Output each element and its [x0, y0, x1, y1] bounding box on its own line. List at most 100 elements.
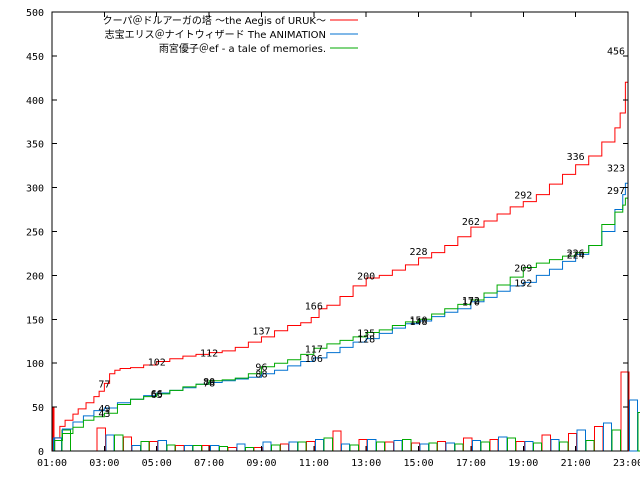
y-tick-label: 50 — [32, 403, 44, 414]
hourly-bar-series-3 — [454, 443, 464, 452]
y-tick-label: 100 — [26, 359, 44, 370]
hourly-bar-series-3 — [218, 446, 229, 452]
x-axis-ticks: 01:00 03:00 05:00 07:00 09:00 11:00 13:00 15:00… — [37, 12, 640, 469]
y-tick-label: 300 — [26, 184, 44, 195]
hourly-bar-series-3 — [245, 446, 255, 452]
hourly-bar-series-2 — [131, 445, 141, 452]
data-label-series-3: 135 — [357, 328, 375, 339]
x-tick-label: 17:00 — [456, 458, 486, 469]
hourly-bar-series-3 — [271, 444, 281, 452]
y-tick-label: 150 — [26, 315, 44, 326]
y-tick-label: 450 — [26, 52, 44, 63]
hourly-bar-series-2 — [367, 439, 377, 452]
y-tick-label: 250 — [26, 228, 44, 239]
y-tick-label: 200 — [26, 271, 44, 282]
y-tick-label: 500 — [26, 8, 44, 19]
hourly-bar-series-2 — [105, 434, 115, 452]
data-label-series-3: 172 — [462, 296, 480, 307]
data-label-series-2: 78 — [203, 379, 215, 390]
x-tick-label: 01:00 — [37, 458, 67, 469]
hourly-bar-series-1 — [122, 436, 133, 452]
x-tick-label: 11:00 — [299, 458, 329, 469]
hourly-bars — [52, 371, 640, 452]
plot-border — [51, 11, 629, 452]
data-labels: 77 102 112 137 166 200 228 262 292 336 456 49 66 78 88… — [98, 47, 625, 421]
hourly-bar-series-2 — [393, 439, 403, 452]
data-label-series-3: 96 — [255, 363, 267, 374]
hourly-bar-series-3 — [506, 437, 517, 452]
x-tick-label: 21:00 — [561, 458, 591, 469]
y-tick-label: 0 — [38, 447, 44, 458]
hourly-bar-series-2 — [498, 436, 508, 452]
y-tick-label: 350 — [26, 140, 44, 151]
hourly-bar-series-2 — [550, 439, 560, 452]
data-label-series-2: 224 — [567, 250, 585, 261]
data-label-series-1: 456 — [607, 47, 625, 58]
y-tick-label: 400 — [26, 96, 44, 107]
legend-entry-label: クーパ＠ドルアーガの塔 ～the Aegis of URUK～ — [103, 14, 326, 27]
data-label-series-3: 150 — [410, 315, 428, 326]
hourly-bar-series-3 — [559, 441, 569, 452]
data-label-series-2: 323 — [607, 163, 625, 174]
data-label-series-1: 166 — [305, 301, 323, 312]
hourly-bar-series-2 — [524, 440, 534, 452]
hourly-bar-series-3 — [140, 440, 150, 452]
hourly-bar-series-2 — [236, 443, 246, 452]
data-label-series-1: 228 — [410, 247, 428, 258]
data-label-series-3: 226 — [567, 249, 585, 260]
data-label-series-2: 148 — [410, 317, 428, 328]
data-label-series-1: 112 — [200, 349, 218, 360]
hourly-bar-series-3 — [611, 429, 621, 452]
data-label-series-2: 49 — [98, 404, 110, 415]
hourly-bar-series-1 — [175, 445, 185, 452]
hourly-bar-series-3 — [349, 444, 359, 452]
hourly-bar-series-1 — [541, 434, 551, 452]
hourly-bar-series-3 — [192, 445, 202, 452]
hourly-bar-series-2 — [471, 439, 482, 452]
hourly-bar-series-3 — [297, 441, 307, 452]
hourly-bar-series-3 — [480, 441, 490, 452]
hourly-bar-series-3 — [585, 439, 595, 452]
cumulative-line-series-3 — [52, 190, 629, 452]
x-tick-label: 09:00 — [246, 458, 276, 469]
y-axis-ticks: 0 50 100 150 200 250 300 350 400 450 500 — [26, 8, 628, 458]
hourly-bar-series-2 — [157, 439, 167, 452]
x-tick-label: 19:00 — [508, 458, 538, 469]
hourly-bar-series-3 — [637, 411, 640, 452]
hourly-bar-series-2 — [288, 441, 298, 452]
legend: クーパ＠ドルアーガの塔 ～the Aegis of URUK～志宝エリス＠ナイト… — [103, 14, 358, 55]
hourly-bar-series-2 — [419, 443, 429, 452]
hourly-bar-series-1 — [594, 425, 604, 452]
data-label-series-3: 297 — [607, 186, 625, 197]
x-tick-label: 23:00 — [613, 458, 640, 469]
x-tick-label: 07:00 — [194, 458, 224, 469]
hourly-bar-series-2 — [602, 422, 613, 452]
data-label-series-2: 128 — [357, 335, 375, 346]
data-label-series-1: 77 — [98, 379, 110, 390]
hourly-bar-series-2 — [183, 445, 194, 452]
hourly-bar-series-1 — [332, 430, 342, 452]
hourly-bar-series-3 — [166, 444, 176, 452]
cumulative-line-series-2 — [52, 167, 629, 452]
data-label-series-1: 336 — [567, 152, 585, 163]
legend-entry-label: 志宝エリス＠ナイトウィザード The ANIMATION — [105, 28, 326, 41]
hourly-bar-series-2 — [210, 445, 220, 452]
data-label-series-2: 66 — [151, 389, 163, 400]
hourly-bar-series-2 — [314, 439, 325, 452]
hourly-bar-series-3 — [402, 439, 412, 452]
x-tick-label: 03:00 — [89, 458, 119, 469]
hourly-bar-series-1 — [384, 441, 394, 452]
hourly-bar-series-1 — [227, 446, 237, 452]
data-label-series-1: 200 — [357, 271, 375, 282]
hourly-bar-series-2 — [262, 441, 272, 452]
data-label-series-3: 209 — [514, 263, 532, 274]
data-label-series-2: 170 — [462, 298, 480, 309]
data-label-series-3: 117 — [305, 344, 323, 355]
hourly-bar-series-3 — [428, 442, 438, 452]
data-label-series-2: 192 — [514, 278, 532, 289]
x-tick-label: 05:00 — [142, 458, 172, 469]
data-label-series-3: 43 — [98, 409, 110, 420]
legend-entry-label: 雨宮優子＠ef - a tale of memories. — [159, 42, 326, 55]
hourly-bar-series-3 — [533, 442, 543, 452]
